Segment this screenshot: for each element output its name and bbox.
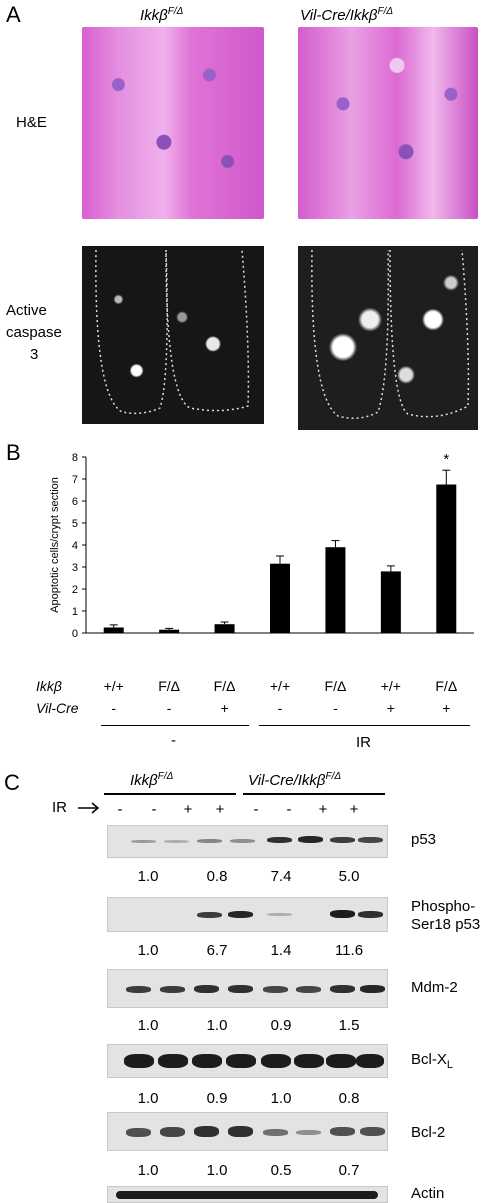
cre-value: - <box>166 700 172 716</box>
quant-p53-2: 0.8 <box>206 868 228 885</box>
cre-value: - <box>333 700 338 716</box>
genotype-row-label: Ikkβ <box>36 678 62 694</box>
he-image-vilcre <box>298 27 478 219</box>
apoptosis-bar-chart: 0 1 2 3 4 5 6 7 8 Apoptotic cells/crypt section * <box>49 451 474 640</box>
y-tick-label: 2 <box>72 584 78 596</box>
quant-p53-1: 1.0 <box>137 868 159 885</box>
genotype-value: F/Δ <box>435 678 458 694</box>
y-tick-label: 3 <box>72 562 78 574</box>
quant-phospho-3: 1.4 <box>270 942 292 959</box>
he-row-label: H&E <box>16 114 47 131</box>
genotype-value: F/Δ <box>213 678 236 694</box>
ir-arrow-icon <box>78 802 100 814</box>
blot-p53 <box>107 825 388 858</box>
y-tick-label: 1 <box>72 606 78 618</box>
quant-bclxl-2: 0.9 <box>206 1090 228 1107</box>
cre-value: - <box>111 700 117 716</box>
blot-bcl-2 <box>107 1112 388 1151</box>
caspase-image-vilcre <box>298 246 478 430</box>
quant-mdm2-2: 1.0 <box>206 1017 228 1034</box>
ir-sign: + <box>215 801 225 818</box>
ir-sign: - <box>151 801 157 818</box>
crypt-outline <box>95 249 250 415</box>
genotype-value: +/+ <box>380 678 401 694</box>
quant-bclxl-3: 1.0 <box>270 1090 292 1107</box>
panel-b-letter: B <box>6 440 21 465</box>
group-line-ir <box>259 725 470 726</box>
bar <box>436 484 457 633</box>
quant-phospho-4: 11.6 <box>334 942 364 959</box>
y-tick-label: 4 <box>72 540 78 552</box>
blot-label-bcl-2: Bcl-2 <box>411 1124 446 1141</box>
cre-value: + <box>220 700 229 716</box>
y-axis-label: Apoptotic cells/crypt section <box>49 477 61 613</box>
panel-a-letter: A <box>6 2 21 27</box>
quant-bclxl-4: 0.8 <box>338 1090 360 1107</box>
cre-row-label: Vil-Cre <box>36 700 79 716</box>
bar <box>380 571 401 633</box>
blot-label-bcl-xl: Bcl-XL <box>411 1051 453 1071</box>
genotype-value: +/+ <box>103 678 124 694</box>
ir-label: IR <box>52 799 67 816</box>
bar <box>103 627 124 633</box>
y-tick-label: 7 <box>72 474 78 486</box>
blot-label-p53: p53 <box>411 831 437 848</box>
cre-value: + <box>386 700 395 716</box>
y-tick-label: 5 <box>72 518 78 530</box>
quant-p53-4: 5.0 <box>338 868 360 885</box>
y-tick-label: 6 <box>72 496 78 508</box>
group-line-unirradiated <box>101 725 249 726</box>
ir-sign: + <box>183 801 193 818</box>
panel-c-left-group-line <box>104 793 236 795</box>
blot-label-phospho-p53: Phospho- Ser18 p53 <box>411 898 481 933</box>
cre-value: - <box>277 700 283 716</box>
group-label-unirradiated: - <box>171 732 176 749</box>
genotype-value: F/Δ <box>158 678 181 694</box>
bar <box>325 547 346 633</box>
he-image-control <box>82 27 264 219</box>
caspase-row-label: Active caspase 3 <box>6 302 62 363</box>
bar <box>214 624 235 633</box>
blot-bcl-xl <box>107 1044 388 1078</box>
quant-mdm2-3: 0.9 <box>270 1017 292 1034</box>
blot-label-actin: Actin <box>411 1185 445 1202</box>
blot-label-mdm2: Mdm-2 <box>411 979 458 996</box>
panel-a-col-left-header: IkkβF/Δ <box>140 6 184 24</box>
quant-bclxl-1: 1.0 <box>137 1090 159 1107</box>
ir-sign: - <box>117 801 123 818</box>
bar <box>159 629 180 633</box>
genotype-value: F/Δ <box>324 678 347 694</box>
ir-sign: + <box>318 801 328 818</box>
quant-phospho-1: 1.0 <box>137 942 159 959</box>
blot-actin <box>107 1186 388 1203</box>
panel-c-left-group-header: IkkβF/Δ <box>130 771 174 789</box>
quant-phospho-2: 6.7 <box>206 942 228 959</box>
ir-sign: - <box>253 801 259 818</box>
genotype-value: +/+ <box>269 678 291 694</box>
group-label-ir: IR <box>356 734 371 751</box>
ir-sign: - <box>286 801 292 818</box>
cre-value: + <box>442 700 451 716</box>
quant-mdm2-1: 1.0 <box>137 1017 159 1034</box>
quant-mdm2-4: 1.5 <box>338 1017 360 1034</box>
ir-sign: + <box>349 801 359 818</box>
panel-a-col-right-header: Vil-Cre/IkkβF/Δ <box>300 6 394 24</box>
blot-phospho-p53 <box>107 897 388 932</box>
y-tick-label: 8 <box>72 452 78 464</box>
caspase-image-control <box>82 246 264 424</box>
y-tick-label: 0 <box>72 628 78 640</box>
panel-c-right-group-header: Vil-Cre/IkkβF/Δ <box>248 771 342 789</box>
blot-mdm2 <box>107 969 388 1008</box>
panel-c-letter: C <box>4 770 20 795</box>
quant-bcl2-3: 0.5 <box>270 1162 292 1179</box>
quant-bcl2-2: 1.0 <box>206 1162 228 1179</box>
crypt-outline <box>311 249 470 419</box>
quant-bcl2-1: 1.0 <box>137 1162 159 1179</box>
quant-bcl2-4: 0.7 <box>338 1162 360 1179</box>
quant-p53-3: 7.4 <box>270 868 292 885</box>
bar <box>270 563 290 633</box>
significance-star: * <box>443 451 449 468</box>
panel-c-right-group-line <box>243 793 385 795</box>
